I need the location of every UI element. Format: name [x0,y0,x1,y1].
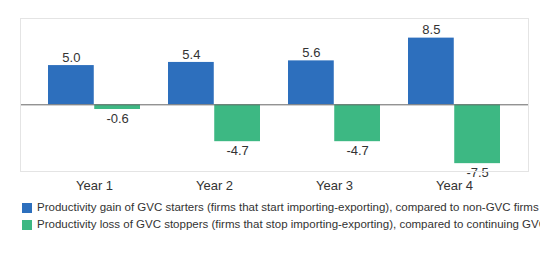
svg-text:-7.5: -7.5 [466,165,488,180]
svg-text:8.5: 8.5 [422,22,440,37]
html-text:Productivity gain of GVC start: Productivity gain of GVC starters (firms… [37,201,539,213]
svg-text:5.0: 5.0 [62,50,80,65]
svg-text:Year 3: Year 3 [316,178,353,193]
svg-text:5.4: 5.4 [182,47,200,62]
svg-text:-0.6: -0.6 [106,111,128,126]
svg-text:-4.7: -4.7 [226,143,248,158]
svg-text:-4.7: -4.7 [346,143,368,158]
svg-text:Year 4: Year 4 [436,178,473,193]
svg-text:Year 1: Year 1 [76,178,113,193]
svg-text:5.6: 5.6 [302,45,320,60]
svg-text:Year 2: Year 2 [196,178,233,193]
